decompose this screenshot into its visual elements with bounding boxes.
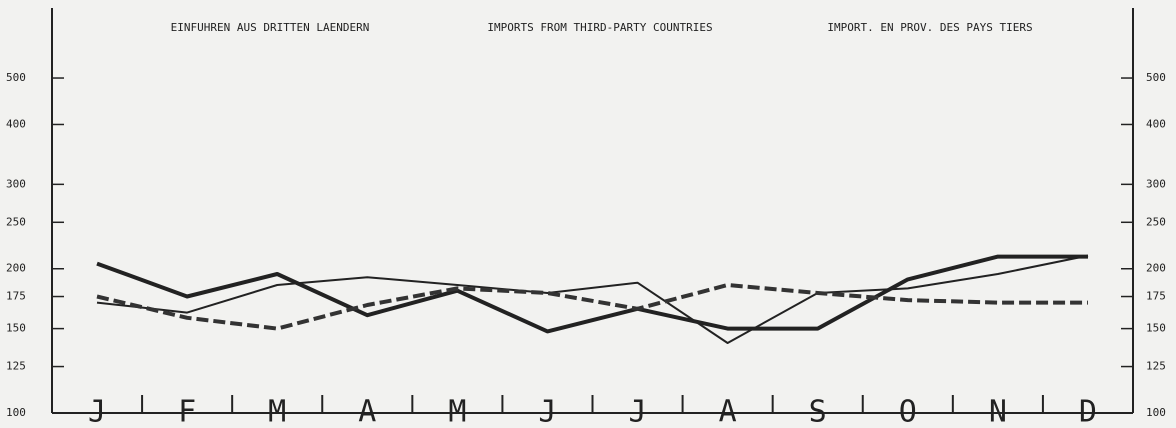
series-line [96, 254, 1089, 344]
chart-title: IMPORTS FROM THIRD-PARTY COUNTRIES [487, 21, 712, 34]
x-tick-label: M [268, 395, 286, 428]
series-line [96, 283, 1088, 331]
y2-tick-label: 175 [1146, 290, 1166, 303]
y2-tick-label: 200 [1146, 262, 1166, 275]
x-tick-label: F [178, 395, 196, 428]
x-tick-label: N [989, 395, 1007, 428]
y2-tick-label: 250 [1146, 215, 1166, 228]
y-tick-label: 175 [6, 290, 26, 303]
chart-title: EINFUHREN AUS DRITTEN LAENDERN [171, 21, 370, 34]
y-tick-label: 200 [6, 262, 26, 275]
x-tick-label: J [538, 395, 556, 428]
y2-tick-label: 300 [1146, 177, 1166, 190]
x-tick-label: J [629, 395, 647, 428]
x-tick-label: A [358, 395, 376, 428]
x-tick-label: A [719, 395, 737, 428]
x-tick-label: M [448, 395, 466, 428]
y-tick-label: 400 [6, 117, 26, 130]
x-tick-label: J [88, 395, 106, 428]
y-tick-label: 125 [6, 360, 26, 373]
series-line [96, 254, 1088, 334]
y-tick-label: 100 [6, 406, 26, 419]
chart-title: IMPORT. EN PROV. DES PAYS TIERS [827, 21, 1032, 34]
x-tick-label: D [1079, 395, 1097, 428]
y-tick-label: 500 [6, 71, 26, 84]
y-tick-label: 300 [6, 177, 26, 190]
y2-tick-label: 150 [1146, 322, 1166, 335]
y-tick-label: 150 [6, 322, 26, 335]
y2-tick-label: 125 [1146, 360, 1166, 373]
y-tick-label: 250 [6, 215, 26, 228]
y2-tick-label: 400 [1146, 117, 1166, 130]
x-tick-label: S [809, 395, 827, 428]
x-tick-label: O [899, 395, 917, 428]
y2-tick-label: 500 [1146, 71, 1166, 84]
y2-tick-label: 100 [1146, 406, 1166, 419]
